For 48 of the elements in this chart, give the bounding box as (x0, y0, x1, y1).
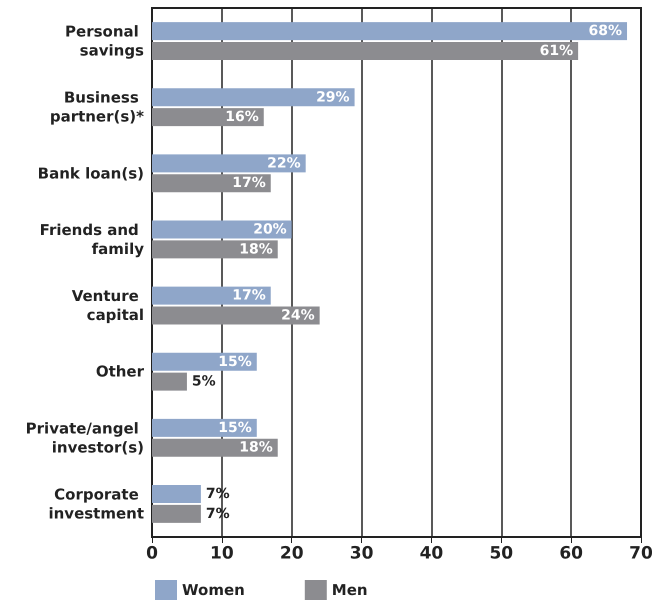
data-label: 18% (239, 440, 273, 456)
y-tick-label: Corporate investment (48, 485, 144, 522)
x-tick-label: 70 (629, 544, 653, 564)
x-tick-label: 30 (350, 544, 374, 564)
y-tick-label: Personal savings (65, 22, 144, 60)
data-label: 20% (253, 222, 287, 238)
bar (152, 108, 264, 126)
bar (152, 306, 320, 324)
bar (152, 352, 257, 371)
bar (152, 286, 271, 305)
bar (152, 504, 201, 523)
data-label: 22% (267, 155, 301, 172)
legend-label: Women (182, 581, 245, 599)
x-tick-label: 0 (146, 544, 158, 564)
y-tick-label: Venture capital (72, 287, 144, 324)
data-label: 61% (540, 42, 574, 59)
data-label: 15% (218, 354, 252, 370)
bar (152, 240, 278, 258)
y-tick-label: Business partner(s)* (50, 88, 144, 126)
bar (152, 418, 257, 437)
bar (152, 154, 306, 172)
legend-label: Men (332, 581, 368, 599)
x-tick-label: 10 (210, 544, 234, 564)
data-label: 24% (281, 307, 315, 324)
x-tick-label: 40 (420, 544, 444, 564)
bar (152, 220, 292, 239)
bar (152, 42, 578, 60)
data-label: 15% (218, 420, 252, 436)
data-label: 16% (225, 109, 259, 126)
data-label: 68% (588, 23, 622, 40)
bar (152, 372, 187, 391)
x-tick-label: 50 (489, 544, 514, 564)
x-tick-label: 20 (280, 544, 304, 564)
y-tick-label: Private/angel investor(s) (26, 419, 144, 456)
data-label: 29% (316, 89, 350, 106)
y-tick-label: Bank loan(s) (38, 164, 144, 182)
data-label: 17% (232, 175, 266, 192)
data-label: 18% (239, 241, 273, 258)
bar (152, 438, 278, 457)
y-tick-label: Other (96, 362, 145, 381)
bar (152, 174, 271, 192)
bar (152, 22, 628, 40)
x-tick-label: 60 (559, 544, 584, 564)
data-label: 5% (192, 374, 216, 390)
bar (152, 485, 201, 504)
data-label: 17% (232, 288, 266, 304)
bar (152, 88, 355, 106)
y-tick-label: Friends and family (40, 220, 144, 258)
